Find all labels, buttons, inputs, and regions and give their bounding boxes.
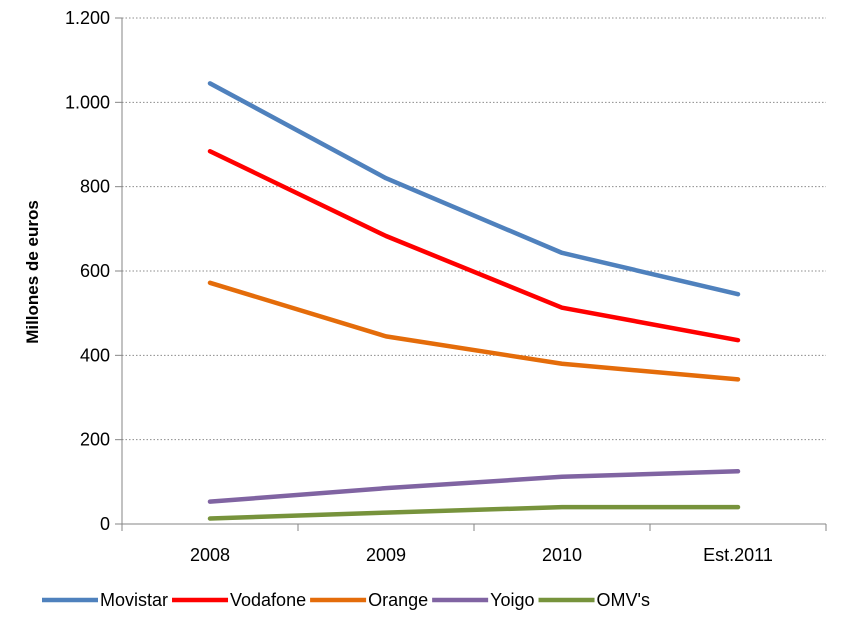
series-line-movistar (207, 81, 741, 297)
y-axis-title: Millones de euros (23, 200, 42, 344)
y-tick-label: 800 (80, 177, 110, 197)
y-tick-label: 1.200 (65, 8, 110, 28)
x-tick-labels: 2008 2009 2010 Est.2011 (190, 545, 773, 565)
y-tick-labels: 0 200 400 600 800 1.000 1.200 (65, 8, 110, 534)
legend-label: OMV's (597, 590, 650, 610)
series-line-orange (207, 280, 741, 382)
y-tick-label: 0 (100, 514, 110, 534)
series-lines (207, 81, 741, 521)
y-tick-label: 200 (80, 430, 110, 450)
y-tick-label: 1.000 (65, 92, 110, 112)
x-tick-label: 2010 (542, 545, 582, 565)
legend-label: Movistar (100, 590, 168, 610)
x-tick-label: Est.2011 (703, 545, 773, 565)
x-tick-label: 2009 (366, 545, 406, 565)
series-line-yoigo (207, 469, 741, 504)
legend-label: Orange (368, 590, 428, 610)
legend: Movistar Vodafone Orange Yoigo OMV's (42, 590, 650, 610)
axes (115, 17, 827, 531)
legend-label: Yoigo (490, 590, 534, 610)
series-line-vodafone (207, 148, 741, 343)
legend-label: Vodafone (230, 590, 306, 610)
y-tick-label: 600 (80, 261, 110, 281)
x-tick-label: 2008 (190, 545, 230, 565)
y-tick-label: 400 (80, 345, 110, 365)
series-line-omv-s (207, 504, 741, 521)
